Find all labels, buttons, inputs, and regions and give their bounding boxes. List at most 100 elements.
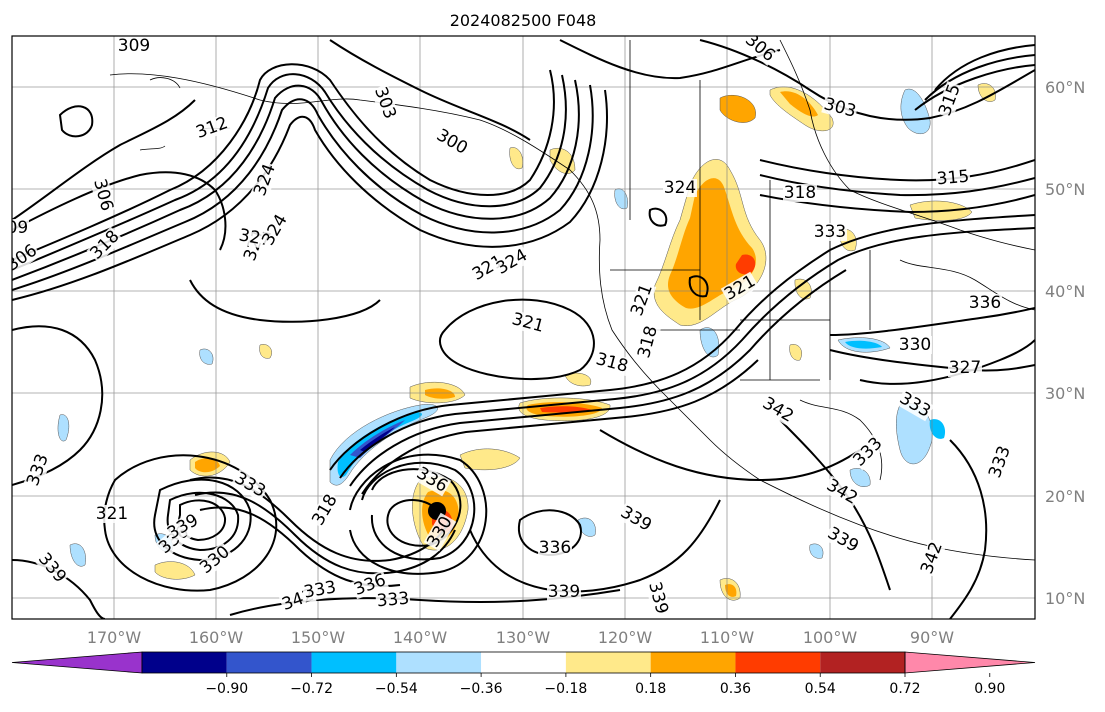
contour-label-bg [196,542,234,578]
lon-label: 130°W [496,628,551,647]
colorbar-swatch [311,652,397,673]
colorbar-tick-label: 0.36 [720,681,751,697]
contour-label-bg [758,393,798,427]
contour-label: 321 [96,504,128,524]
colorbar-extend-high [904,651,1036,674]
contour-label: 327 [949,358,981,378]
contour-label-bg [230,468,270,502]
contour-lines [12,39,1035,619]
map-area: 3093063033003123093063183243213273243213… [0,36,1035,619]
lon-label: 150°W [291,628,346,647]
contour-label-bg [250,160,280,200]
contour-label: 315 [936,167,970,190]
lat-label: 10°N [1045,589,1085,608]
colorbar-swatch [481,652,566,673]
colorbar-tick-label: 0.54 [805,681,836,697]
contour-label-bg [95,505,129,523]
colorbar-swatch [142,652,227,673]
contour-label-bg [935,167,971,189]
contour-label: 333 [376,589,410,612]
colorbar-swatch [735,652,821,673]
contour-label-bg [898,336,932,354]
contour-label-bg [117,37,151,55]
contour-label-bg [350,570,390,600]
contour-label: 330 [899,335,931,355]
colorbar-swatch [820,652,905,673]
contour-label-bg [23,450,53,490]
colorbar-swatch [226,652,312,673]
anomaly-strong-west-us [667,178,756,309]
contour-label-bg [823,523,863,557]
contour-label-bg [822,475,862,509]
contour-label: 309 [0,218,28,238]
contour-label-bg [34,549,70,587]
contour-label-bg [627,280,657,320]
contour-label: 309 [118,36,150,56]
colorbar-tick-label: −0.72 [290,681,333,697]
contour-label-bg [509,309,547,337]
colorbar-outline [141,651,906,674]
contour-label-bg [948,359,982,377]
map-frame [11,35,1036,620]
colorbar-swatch [650,652,736,673]
contour-label-bg [89,176,117,214]
lon-label: 170°W [87,628,142,647]
latitude-labels: 60°N 50°N 40°N 30°N 20°N 10°N [1045,78,1085,608]
contour-label: 333 [814,222,846,242]
contour-label-bg [375,589,411,611]
contour-label-bg [538,539,572,557]
lat-label: 40°N [1045,282,1085,301]
contour-label-bg [423,512,457,552]
contour-label-bg [634,323,662,361]
colorbar-tick-label: −0.90 [205,681,248,697]
contour-label-bg [895,388,935,422]
contour-label-bg [468,251,508,285]
lat-label: 50°N [1045,180,1085,199]
contour-label-bg [370,83,400,123]
anomaly-negative-canada [900,88,931,135]
contour-label: 318 [784,183,816,203]
anomaly-red-west-us [735,254,756,275]
lon-label: 90°W [910,628,954,647]
contour-label-bg [308,490,342,530]
contour-label-bg [985,442,1015,482]
lon-label: 160°W [189,628,244,647]
contour-label-bg [821,94,859,122]
contour-label-bg [720,271,760,305]
lat-label: 60°N [1045,78,1085,97]
contour-label-bg [644,579,672,617]
contour-labels: 3093063033003123093063183243213273243213… [0,36,1015,617]
colorbar-extend-low [11,651,143,674]
contour-label-bg [813,223,847,241]
colorbar-tick-label: 0.18 [635,681,666,697]
colorbar: −0.90 −0.72 −0.54 −0.36 −0.18 0.18 0.36 0.54 0.7… [11,651,1036,697]
longitude-labels: 170°W 160°W 150°W 140°W 130°W 120°W 110°W 100°W… [87,628,954,647]
contour-label-bg [258,210,292,250]
colorbar-tick-label: 0.90 [974,681,1005,697]
map-title: 2024082500 F048 [450,11,597,30]
contour-label: 336 [539,538,571,558]
contour-label-bg [741,36,779,66]
contour-label-bg [849,433,887,471]
contour-label-bg [917,538,947,578]
contour-label-bg [412,463,452,497]
lon-label: 140°W [393,628,448,647]
colorbar-tick-label: −0.54 [375,681,418,697]
contour-label-bg [12,219,29,237]
contour-label-bg [492,245,532,279]
contour-label: 324 [664,178,696,198]
contour-label-bg [301,578,339,602]
lon-label: 100°W [803,628,858,647]
anomaly-positive-alaska [719,94,756,123]
lat-label: 30°N [1045,384,1085,403]
contour-label-bg [163,510,203,544]
contour-label-bg [86,226,124,264]
lon-label: 120°W [598,628,653,647]
colorbar-swatch [565,652,651,673]
contour-label: 339 [548,582,580,602]
contour-label-bg [935,80,965,120]
colorbar-swatch [396,652,482,673]
contour-label-bg [616,502,656,536]
contour-label-bg [432,125,472,159]
